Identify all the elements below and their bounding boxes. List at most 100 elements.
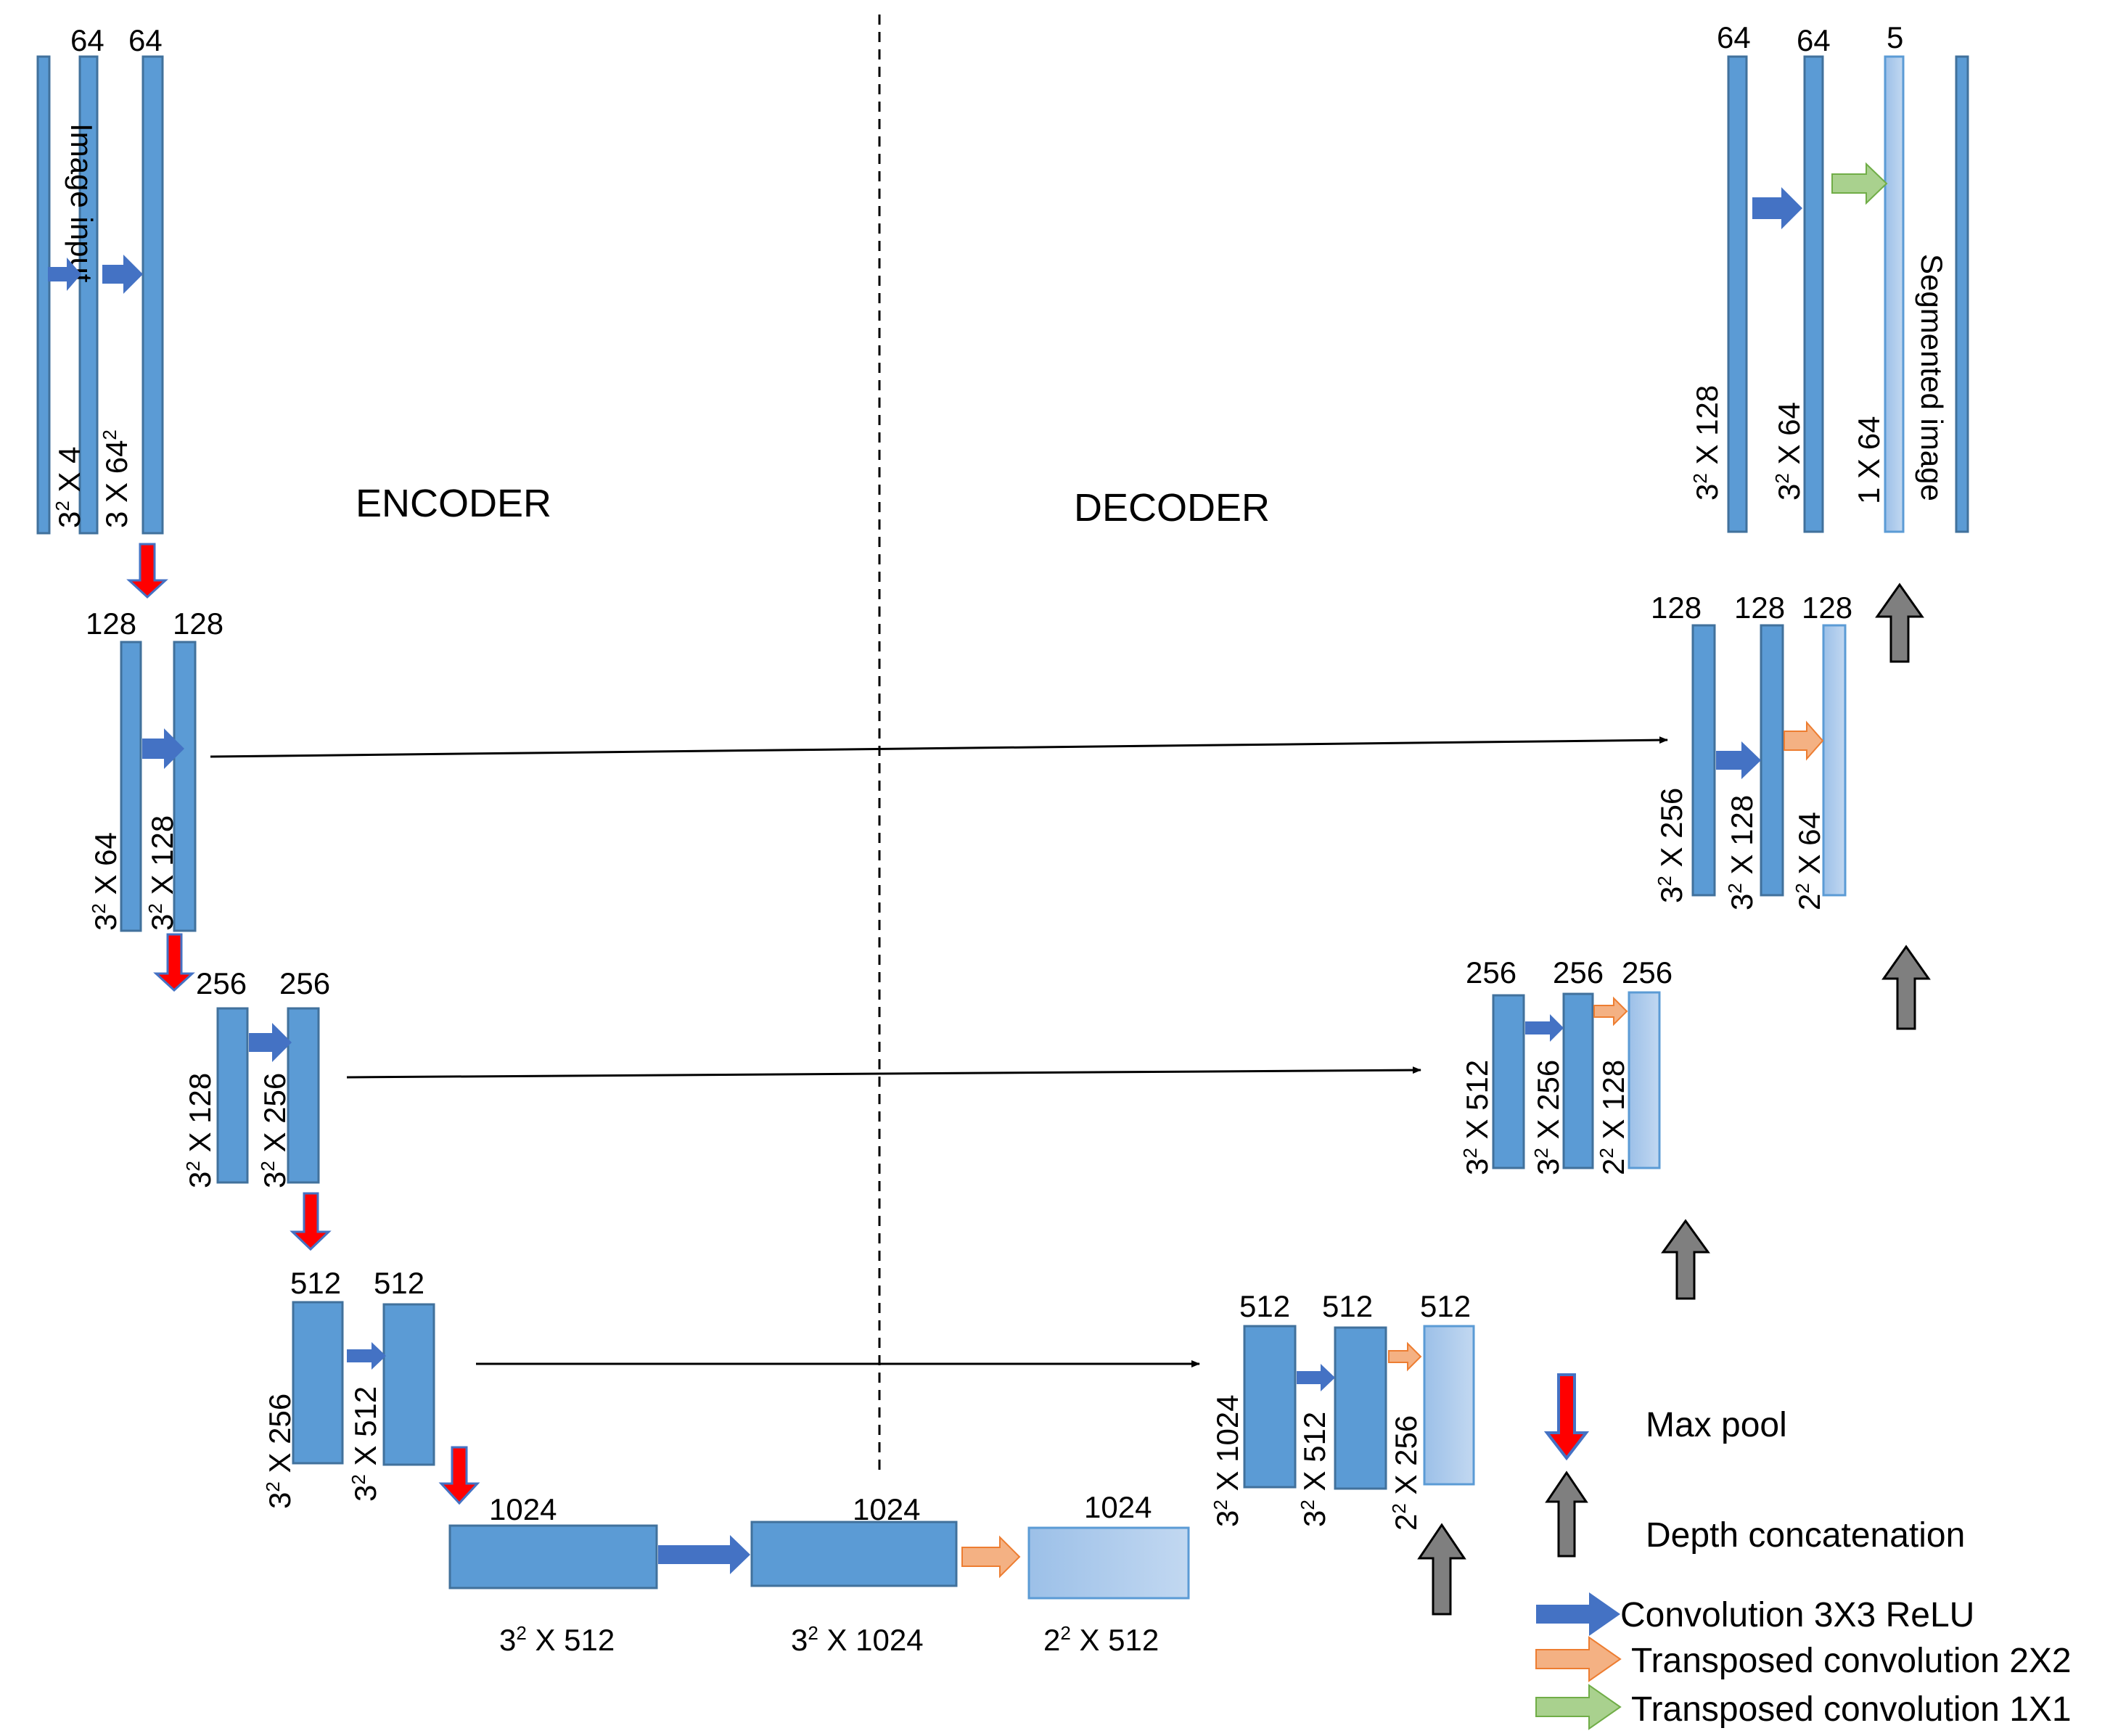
encoder-l3-conv-arrow [249, 1023, 292, 1062]
decoder-l2-block-3 [1822, 624, 1847, 897]
decoder-l3-block-3 [1628, 991, 1661, 1169]
encoder-l4-dim-2: 32 X 512 [348, 1386, 382, 1502]
encoder-l1-input-label: Image input [65, 123, 99, 283]
decoder-l4-block-1 [1243, 1325, 1297, 1489]
decoder-l2-n2: 128 [1734, 591, 1785, 625]
decoder-l1-block-1 [1727, 55, 1748, 533]
encoder-l1-block-2 [141, 55, 164, 535]
encoder-l1-dim-2: 3 X 642 [99, 429, 134, 528]
decoder-l1-n1: 64 [1717, 20, 1751, 54]
legend-tconv2-icon [1535, 1636, 1622, 1682]
legend-conv-label: Convolution 3X3 ReLU [1620, 1596, 1974, 1634]
encoder-l4-n2: 512 [374, 1266, 424, 1300]
bottleneck-tconv-arrow [961, 1535, 1021, 1579]
decoder-l4-dim-3: 22 X 256 [1388, 1415, 1423, 1531]
decoder-l2-block-2 [1760, 624, 1784, 897]
decoder-l2-n1: 128 [1651, 591, 1702, 625]
decoder-l4-n1: 512 [1239, 1289, 1290, 1323]
maxpool-arrow-2 [153, 933, 195, 992]
encoder-l1-n2: 64 [128, 23, 163, 57]
encoder-l1-conv-arrow-1 [48, 258, 81, 291]
decoder-l2-dim-3: 22 X 64 [1791, 812, 1826, 910]
concat-arrow-4 [1417, 1523, 1466, 1616]
legend-concat-label: Depth concatenation [1646, 1516, 1965, 1555]
decoder-l3-dim-1: 32 X 512 [1459, 1060, 1494, 1175]
decoder-l4-block-3 [1423, 1325, 1475, 1486]
decoder-l1-n2: 64 [1797, 23, 1831, 57]
maxpool-arrow-1 [126, 543, 168, 599]
bottleneck-conv-arrow [658, 1535, 750, 1574]
decoder-l1-dim-2: 32 X 64 [1771, 402, 1806, 501]
encoder-l3-n1: 256 [196, 966, 247, 1000]
maxpool-arrow-3 [290, 1192, 332, 1251]
bottleneck-dim-2: 32 X 1024 [791, 1622, 924, 1657]
encoder-l4-n1: 512 [290, 1266, 341, 1300]
decoder-l4-tconv-arrow [1388, 1341, 1422, 1372]
decoder-l4-n2: 512 [1322, 1289, 1373, 1323]
decoder-l1-n3: 5 [1887, 20, 1903, 54]
encoder-l4-block-2 [382, 1303, 435, 1466]
decoder-l3-n2: 256 [1553, 955, 1604, 990]
encoder-l3-block-1 [216, 1007, 249, 1184]
decoder-l3-block-1 [1492, 994, 1525, 1169]
skip-connection-2 [346, 1066, 1421, 1079]
concat-arrow-2 [1881, 945, 1931, 1030]
bottleneck-n3: 1024 [1084, 1490, 1152, 1524]
legend-conv-icon [1536, 1592, 1620, 1636]
decoder-l4-n3: 512 [1420, 1289, 1471, 1323]
skip-connection-1 [210, 736, 1668, 758]
legend-tconv2-label: Transposed convolution 2X2 [1631, 1642, 2072, 1680]
decoder-l3-block-2 [1562, 992, 1594, 1169]
encoder-l1-block-1 [78, 55, 99, 535]
decoder-l4-dim-1: 32 X 1024 [1210, 1394, 1244, 1527]
legend-maxpool-icon [1543, 1373, 1590, 1461]
encoder-l3-n2: 256 [279, 966, 330, 1000]
concat-arrow-3 [1661, 1219, 1710, 1300]
encoder-l4-block-1 [292, 1301, 344, 1465]
encoder-title: ENCODER [356, 482, 551, 525]
decoder-l3-n1: 256 [1466, 955, 1516, 990]
decoder-l1-output-label: Segmented image [1915, 254, 1949, 501]
encoder-l2-block-2 [173, 641, 197, 932]
bottleneck-n2: 1024 [853, 1492, 920, 1526]
bottleneck-dim-1: 32 X 512 [499, 1622, 615, 1657]
decoder-l3-tconv-arrow [1593, 996, 1628, 1027]
encoder-l2-block-1 [120, 641, 142, 932]
legend-tconv1-icon [1535, 1684, 1622, 1730]
decoder-l3-n3: 256 [1622, 955, 1673, 990]
decoder-l2-n3: 128 [1802, 591, 1852, 625]
concat-arrow-1 [1875, 583, 1924, 663]
bottleneck-block-1 [448, 1524, 658, 1589]
decoder-l2-conv-arrow [1716, 741, 1761, 779]
encoder-l3-block-2 [287, 1007, 320, 1184]
decoder-l1-output-bar [1955, 55, 1969, 533]
encoder-l4-dim-1: 32 X 256 [262, 1394, 297, 1509]
decoder-l4-dim-2: 32 X 512 [1297, 1412, 1331, 1527]
legend-concat-icon [1545, 1470, 1588, 1558]
decoder-l4-conv-arrow [1297, 1364, 1335, 1391]
decoder-l1-dim-1: 32 X 128 [1689, 385, 1724, 501]
decoder-l3-conv-arrow [1525, 1014, 1564, 1042]
encoder-l1-dim-1: 32 X 4 [52, 446, 86, 528]
decoder-l2-block-1 [1691, 624, 1716, 897]
decoder-l3-dim-3: 22 X 128 [1596, 1060, 1630, 1175]
encoder-l2-conv-arrow [142, 728, 184, 769]
bottleneck-block-2 [750, 1521, 958, 1587]
encoder-l1-n1: 64 [70, 23, 104, 57]
decoder-l2-tconv-arrow [1784, 720, 1824, 761]
decoder-l1-dim-3: 1 X 64 [1852, 416, 1886, 504]
encoder-l2-n1: 128 [86, 606, 136, 641]
decoder-l1-block-2 [1803, 55, 1824, 533]
decoder-l1-tconv1-arrow [1831, 162, 1888, 205]
maxpool-arrow-4 [438, 1446, 480, 1505]
bottleneck-block-3 [1027, 1526, 1190, 1600]
encoder-l2-dim-2: 32 X 128 [144, 815, 179, 931]
encoder-l3-dim-1: 32 X 128 [182, 1073, 217, 1188]
encoder-l4-conv-arrow [347, 1342, 386, 1370]
decoder-title: DECODER [1074, 486, 1270, 530]
encoder-l1-conv-arrow-2 [102, 255, 143, 294]
legend-maxpool-label: Max pool [1646, 1406, 1787, 1444]
bottleneck-dim-3: 22 X 512 [1043, 1622, 1159, 1657]
decoder-l2-dim-1: 32 X 256 [1654, 788, 1688, 903]
